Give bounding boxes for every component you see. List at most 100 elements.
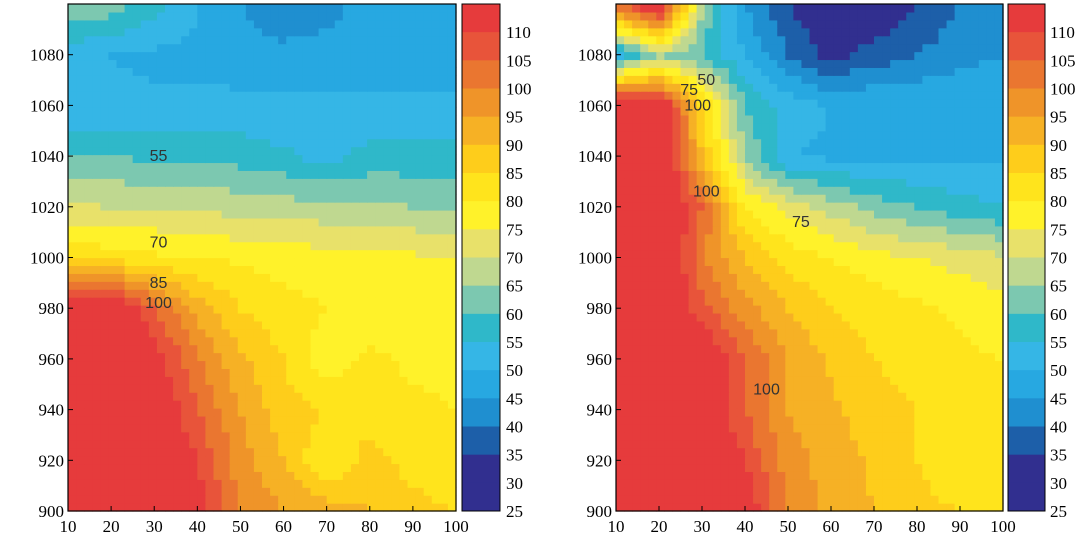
contour-cell <box>962 408 972 417</box>
contour-cell <box>447 408 457 417</box>
contour-cell <box>108 471 118 480</box>
contour-cell <box>890 368 899 377</box>
contour-cell <box>116 35 126 45</box>
colorbar-label: 80 <box>506 192 523 211</box>
contour-cell <box>221 99 231 108</box>
contour-cell <box>310 233 320 243</box>
contour-cell <box>383 99 392 108</box>
contour-cell <box>890 392 899 401</box>
contour-cell <box>415 51 425 61</box>
contour-cell <box>632 249 641 259</box>
contour-cell <box>286 447 295 457</box>
contour-cell <box>165 352 174 362</box>
contour-cell <box>849 257 859 267</box>
contour-cell <box>793 431 803 441</box>
contour-cell <box>181 194 190 203</box>
contour-cell <box>350 328 360 338</box>
contour-cell <box>785 360 794 369</box>
contour-cell <box>116 344 126 354</box>
contour-cell <box>294 138 304 148</box>
contour-cell <box>286 217 295 227</box>
contour-cell <box>302 503 312 512</box>
contour-cell <box>76 209 85 219</box>
contour-cell <box>399 146 409 156</box>
contour-cell <box>391 217 401 227</box>
contour-cell <box>930 487 940 496</box>
contour-cell <box>100 479 110 488</box>
contour-cell <box>229 217 239 227</box>
contour-cell <box>399 368 409 377</box>
contour-cell <box>890 384 899 393</box>
contour-cell <box>237 336 247 346</box>
contour-cell <box>970 360 980 369</box>
contour-cell <box>962 209 972 219</box>
contour-cell <box>278 114 287 124</box>
contour-cell <box>712 273 722 282</box>
contour-cell <box>656 376 665 385</box>
y-tick-label: 920 <box>39 451 65 470</box>
contour-cell <box>92 43 101 53</box>
contour-cell <box>994 209 1004 219</box>
contour-cell <box>688 360 698 369</box>
contour-cell <box>616 241 625 251</box>
contour-cell <box>100 19 110 29</box>
contour-cell <box>367 170 376 179</box>
contour-cell <box>423 320 433 330</box>
contour-cell <box>720 384 730 393</box>
contour-cell <box>857 225 867 235</box>
contour-cell <box>415 170 425 179</box>
contour-cell <box>205 154 215 164</box>
contour-cell <box>375 336 384 346</box>
contour-cell <box>76 114 85 124</box>
contour-cell <box>720 233 730 243</box>
contour-cell <box>407 344 417 354</box>
contour-cell <box>350 392 360 401</box>
contour-cell <box>229 415 239 425</box>
contour-cell <box>833 273 843 282</box>
contour-cell <box>213 376 223 385</box>
contour-cell <box>359 114 368 124</box>
contour-cell <box>108 344 118 354</box>
contour-cell <box>407 352 417 362</box>
contour-cell <box>753 392 762 401</box>
contour-cell <box>310 479 320 488</box>
contour-cell <box>342 162 352 171</box>
contour-cell <box>938 471 948 480</box>
contour-cell <box>688 320 698 330</box>
contour-cell <box>68 384 77 393</box>
contour-cell <box>165 130 174 140</box>
contour-cell <box>221 376 231 385</box>
x-tick-label: 50 <box>232 517 249 536</box>
contour-cell <box>415 11 425 21</box>
contour-cell <box>270 344 279 354</box>
contour-cell <box>745 257 754 267</box>
contour-cell <box>648 479 657 488</box>
contour-cell <box>793 479 803 488</box>
contour-cell <box>262 471 271 480</box>
contour-cell <box>108 352 118 362</box>
contour-cell <box>656 289 665 298</box>
contour-cell <box>92 503 101 512</box>
contour-cell <box>76 503 85 512</box>
contour-cell <box>367 35 376 45</box>
contour-cell <box>849 249 859 259</box>
contour-cell <box>785 408 794 417</box>
contour-cell <box>140 233 150 243</box>
contour-cell <box>350 217 360 227</box>
contour-cell <box>874 241 883 251</box>
contour-cell <box>439 400 449 409</box>
contour-cell <box>946 305 956 314</box>
contour-cell <box>350 99 360 108</box>
contour-cell <box>359 297 368 306</box>
contour-cell <box>213 344 223 354</box>
contour-cell <box>334 415 344 425</box>
contour-cell <box>140 312 150 322</box>
contour-cell <box>181 75 190 84</box>
contour-cell <box>656 336 665 346</box>
contour-cell <box>156 170 166 179</box>
contour-cell <box>938 503 948 512</box>
contour-cell <box>278 503 287 512</box>
contour-cell <box>350 162 360 171</box>
contour-cell <box>375 130 384 140</box>
contour-cell <box>318 67 328 76</box>
